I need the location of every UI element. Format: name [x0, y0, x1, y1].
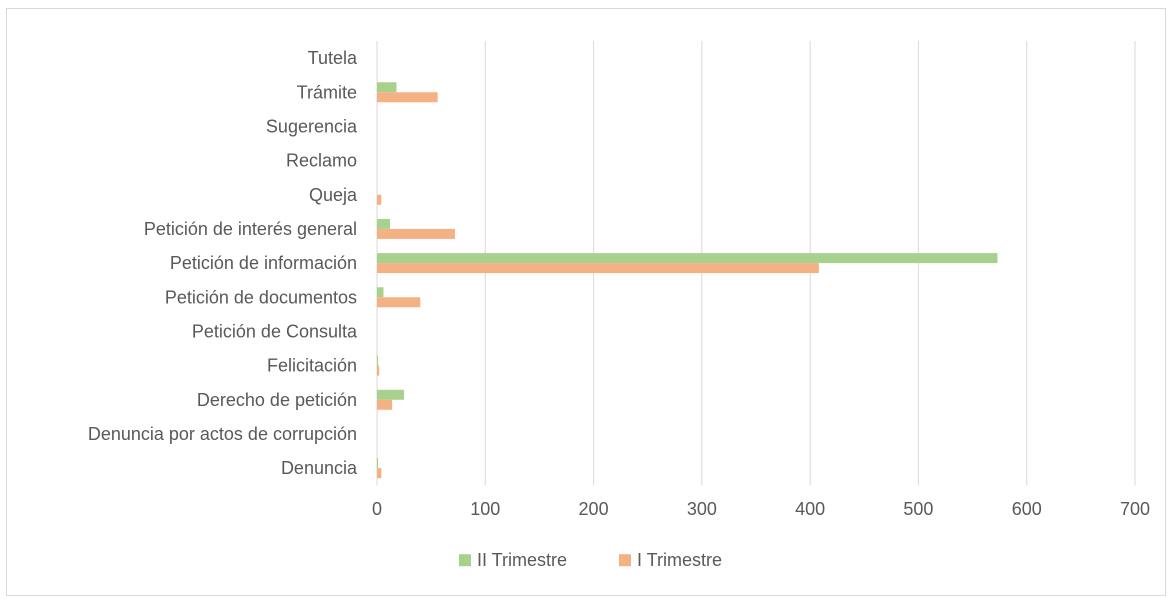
bar-ii-trimestre — [377, 458, 379, 469]
category-label: Tutela — [308, 48, 358, 68]
legend-swatch — [459, 554, 471, 567]
bar-ii-trimestre — [377, 253, 998, 264]
category-label: Denuncia — [281, 458, 358, 478]
bar-ii-trimestre — [377, 82, 397, 93]
category-label: Felicitación — [267, 356, 357, 376]
bar-ii-trimestre — [377, 287, 384, 298]
category-label: Denuncia por actos de corrupción — [88, 424, 357, 444]
chart-container: 0 100 200 300 400 500 600 700 Tutela Trámite Suge… — [6, 8, 1166, 596]
x-tick-label: 300 — [687, 499, 717, 519]
category-label: Sugerencia — [266, 116, 358, 136]
x-tick-label: 700 — [1120, 499, 1150, 519]
legend-label: II Trimestre — [477, 550, 567, 570]
bar-i-trimestre — [377, 228, 455, 239]
value-axis: 0 100 200 300 400 500 600 700 — [372, 499, 1150, 519]
legend-swatch — [619, 554, 631, 567]
bar-chart: 0 100 200 300 400 500 600 700 Tutela Trámite Suge… — [88, 41, 1150, 570]
bar-i-trimestre — [377, 365, 380, 376]
bar-i-trimestre — [377, 194, 382, 205]
category-label: Petición de interés general — [144, 219, 357, 239]
x-tick-label: 200 — [579, 499, 609, 519]
bar-i-trimestre — [377, 92, 438, 103]
category-label: Petición de información — [170, 253, 357, 273]
bar-ii-trimestre — [377, 355, 379, 366]
bar-ii-trimestre — [377, 389, 405, 400]
x-tick-label: 500 — [903, 499, 933, 519]
bar-i-trimestre — [377, 468, 382, 479]
category-label: Derecho de petición — [197, 390, 357, 410]
category-labels: Tutela Trámite Sugerencia Reclamo Queja Petic… — [88, 48, 358, 478]
category-label: Reclamo — [286, 151, 357, 171]
category-label: Petición de Consulta — [192, 321, 358, 341]
bars — [377, 82, 998, 479]
legend-label: I Trimestre — [637, 550, 722, 570]
x-tick-label: 0 — [372, 499, 382, 519]
legend: II Trimestre I Trimestre — [459, 550, 722, 570]
bar-i-trimestre — [377, 297, 421, 308]
x-tick-label: 600 — [1012, 499, 1042, 519]
category-label: Queja — [309, 185, 358, 205]
x-tick-label: 400 — [795, 499, 825, 519]
category-label: Petición de documentos — [165, 287, 357, 307]
x-tick-label: 100 — [470, 499, 500, 519]
bar-i-trimestre — [377, 399, 393, 410]
bar-i-trimestre — [377, 263, 819, 274]
bar-ii-trimestre — [377, 218, 390, 229]
category-label: Trámite — [297, 82, 357, 102]
